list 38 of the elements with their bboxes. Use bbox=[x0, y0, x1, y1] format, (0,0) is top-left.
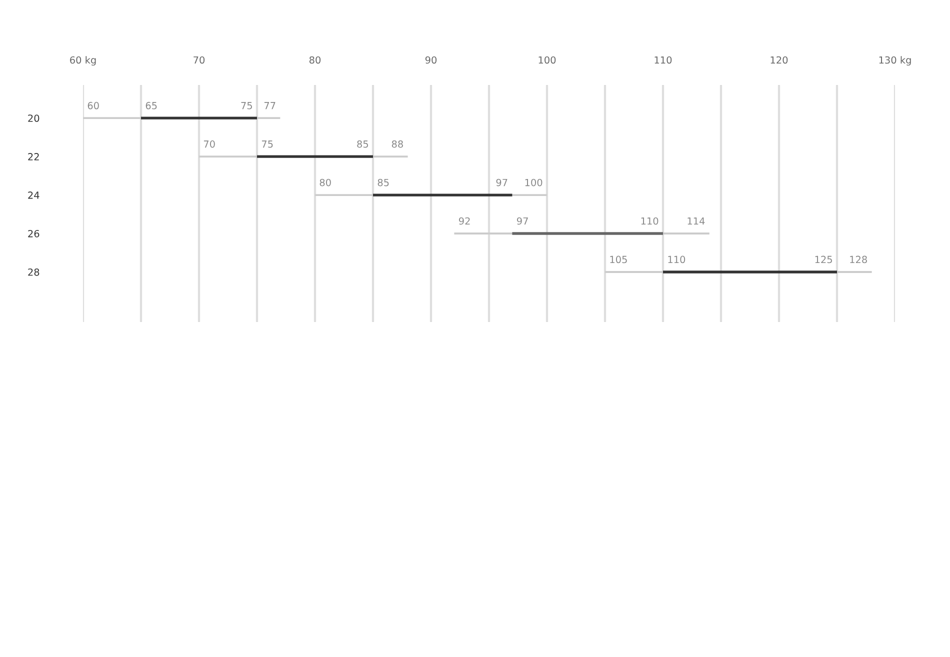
y-tick-label: 22 bbox=[28, 153, 39, 160]
annotation: 97 bbox=[516, 217, 528, 225]
x-tick-label: 120 bbox=[770, 56, 788, 64]
annotation: 100 bbox=[525, 178, 542, 186]
y-tick-label: 20 bbox=[28, 114, 40, 122]
bar bbox=[141, 116, 257, 120]
x-tick-label: 60 kg bbox=[70, 56, 96, 66]
y-tick-label: 24 bbox=[28, 192, 40, 199]
x-tick-label: 110 bbox=[654, 56, 672, 64]
annotation: 70 bbox=[204, 140, 215, 148]
annotation: 88 bbox=[392, 140, 403, 148]
y-tick-label: 28 bbox=[28, 268, 40, 276]
y-tick-label: 26 bbox=[28, 230, 40, 238]
annotation: 80 bbox=[320, 178, 331, 186]
bar bbox=[512, 232, 663, 235]
annotation: 75 bbox=[262, 140, 273, 148]
x-tick-label: 70 bbox=[194, 56, 205, 64]
annotation: 125 bbox=[815, 256, 832, 264]
annotation: 97 bbox=[496, 178, 508, 186]
annotation: 65 bbox=[146, 102, 157, 110]
annotation: 92 bbox=[458, 217, 470, 225]
bar bbox=[373, 194, 512, 196]
annotation: 110 bbox=[641, 217, 658, 225]
annotation: 60 bbox=[88, 102, 99, 110]
bar bbox=[663, 270, 837, 274]
annotation: 85 bbox=[357, 140, 368, 148]
annotation: 114 bbox=[688, 217, 705, 225]
annotation: 85 bbox=[378, 178, 389, 186]
x-tick-label: 100 bbox=[538, 56, 556, 64]
annotation: 105 bbox=[610, 256, 627, 264]
annotation: 77 bbox=[264, 102, 276, 110]
x-tick-label: 130 kg bbox=[879, 56, 911, 66]
x-tick-label: 80 bbox=[309, 56, 321, 64]
bar bbox=[257, 155, 373, 158]
annotation: 75 bbox=[241, 102, 252, 110]
annotation: 110 bbox=[668, 256, 686, 264]
annotation: 128 bbox=[850, 256, 867, 264]
x-tick-label: 90 bbox=[425, 56, 437, 64]
